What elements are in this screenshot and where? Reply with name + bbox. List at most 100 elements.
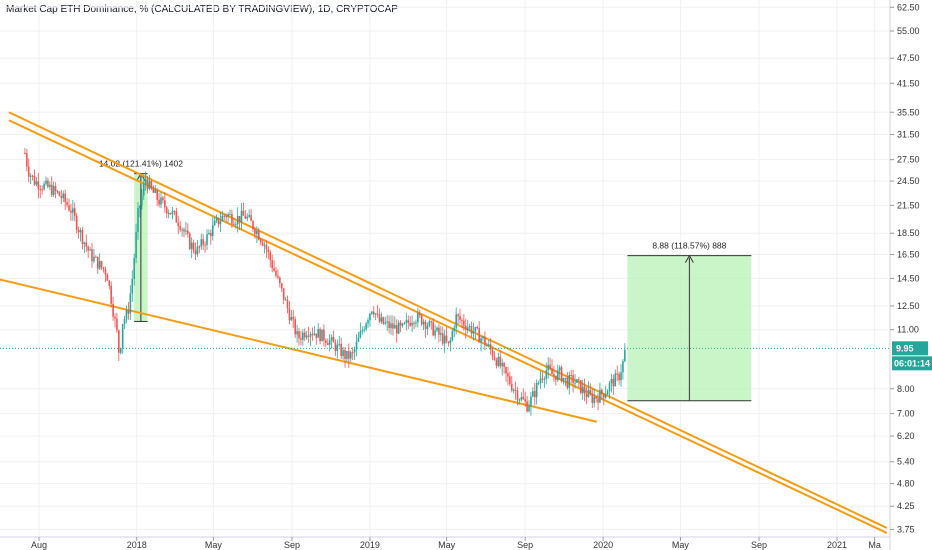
trendline-upper-2[interactable] — [8, 119, 888, 534]
candle-body — [363, 329, 365, 331]
candle-body — [365, 323, 367, 330]
candle-body — [560, 367, 563, 382]
candle-body — [604, 394, 607, 398]
candle-body — [601, 389, 603, 395]
candle-body — [512, 389, 515, 391]
candle-body — [459, 316, 461, 320]
candle-body — [532, 391, 534, 397]
candle-body — [428, 321, 431, 327]
candle-body — [141, 195, 143, 206]
candle-body — [104, 269, 107, 275]
candle-body — [501, 362, 503, 367]
candle-body — [148, 181, 151, 190]
candle-body — [250, 215, 252, 222]
candle-body — [72, 208, 74, 213]
candle-body — [39, 189, 42, 191]
candle-body — [231, 214, 233, 224]
candle-body — [524, 399, 526, 402]
candle-body — [509, 376, 511, 385]
candle-body — [357, 337, 360, 342]
trendline-lower[interactable] — [0, 278, 597, 423]
candle-body — [415, 322, 417, 324]
candle-body — [313, 333, 316, 335]
candle-body — [298, 331, 300, 339]
candle-body — [539, 378, 542, 383]
candle-body — [252, 221, 254, 230]
candle-body — [300, 338, 302, 340]
candle-body — [399, 322, 402, 326]
candle-body — [311, 334, 314, 336]
candle-body — [445, 335, 448, 342]
candle-body — [409, 322, 411, 326]
countdown-badge — [892, 356, 932, 371]
x-tick-label: May — [438, 540, 456, 550]
candle-body — [288, 308, 291, 321]
candle-body — [31, 175, 34, 177]
candle-body — [553, 373, 555, 376]
y-tick-label: 6.20 — [897, 431, 915, 441]
candle-body — [296, 331, 298, 335]
candle-body — [265, 244, 268, 250]
candle-body — [188, 233, 191, 249]
candle-body — [576, 379, 578, 383]
candle-body — [196, 246, 199, 255]
candle-body — [595, 396, 597, 399]
candle-body — [338, 343, 341, 345]
current-price-value: 9.95 — [896, 343, 914, 353]
candle-body — [108, 280, 111, 286]
candle-body — [183, 229, 185, 232]
candle-body — [167, 212, 170, 214]
candle-body — [206, 234, 208, 245]
candle-body — [608, 383, 611, 392]
x-tick-label: Sep — [517, 540, 533, 550]
candle-body — [464, 325, 467, 330]
candle-body — [254, 229, 256, 235]
candle-body — [610, 378, 613, 384]
candle-body — [491, 349, 494, 357]
candle-body — [371, 311, 373, 314]
candle-body — [451, 331, 454, 341]
candle-body — [597, 398, 599, 403]
candle-body — [68, 205, 70, 211]
candle-body — [179, 226, 181, 230]
candle-body — [294, 319, 296, 335]
candle-body — [83, 242, 86, 244]
candle-body — [248, 215, 250, 217]
candle-body — [43, 183, 45, 190]
candle-body — [98, 261, 101, 269]
candle-body — [353, 349, 356, 353]
candle-body — [321, 329, 323, 342]
candle-body — [614, 373, 617, 387]
candle-body — [261, 242, 264, 246]
y-tick-label: 3.75 — [897, 524, 915, 534]
candle-body — [390, 323, 392, 328]
candle-body — [139, 205, 141, 208]
candle-body — [558, 367, 561, 371]
candle-body — [256, 230, 258, 235]
trendline-upper-1[interactable] — [8, 111, 888, 529]
candle-body — [401, 323, 404, 326]
candle-body — [346, 350, 348, 359]
candle-body — [417, 313, 419, 323]
candle-body — [533, 391, 536, 398]
candle-body — [526, 401, 528, 412]
candle-body — [420, 315, 423, 325]
candle-body — [336, 344, 339, 352]
candle-body — [367, 320, 369, 324]
candle-body — [158, 199, 160, 205]
y-tick-label: 4.25 — [897, 501, 915, 511]
candle-body — [24, 153, 26, 155]
candle-body — [315, 333, 318, 338]
x-tick-label: May — [205, 540, 223, 550]
candle-body — [556, 370, 559, 381]
candle-body — [267, 249, 270, 253]
candle-body — [164, 200, 166, 208]
candle-body — [618, 373, 620, 381]
candle-body — [599, 389, 601, 403]
y-tick-label: 21.50 — [897, 200, 920, 210]
candle-body — [359, 331, 362, 338]
candle-body — [440, 333, 442, 335]
candle-body — [616, 373, 618, 375]
x-tick-label: 2019 — [360, 540, 380, 550]
